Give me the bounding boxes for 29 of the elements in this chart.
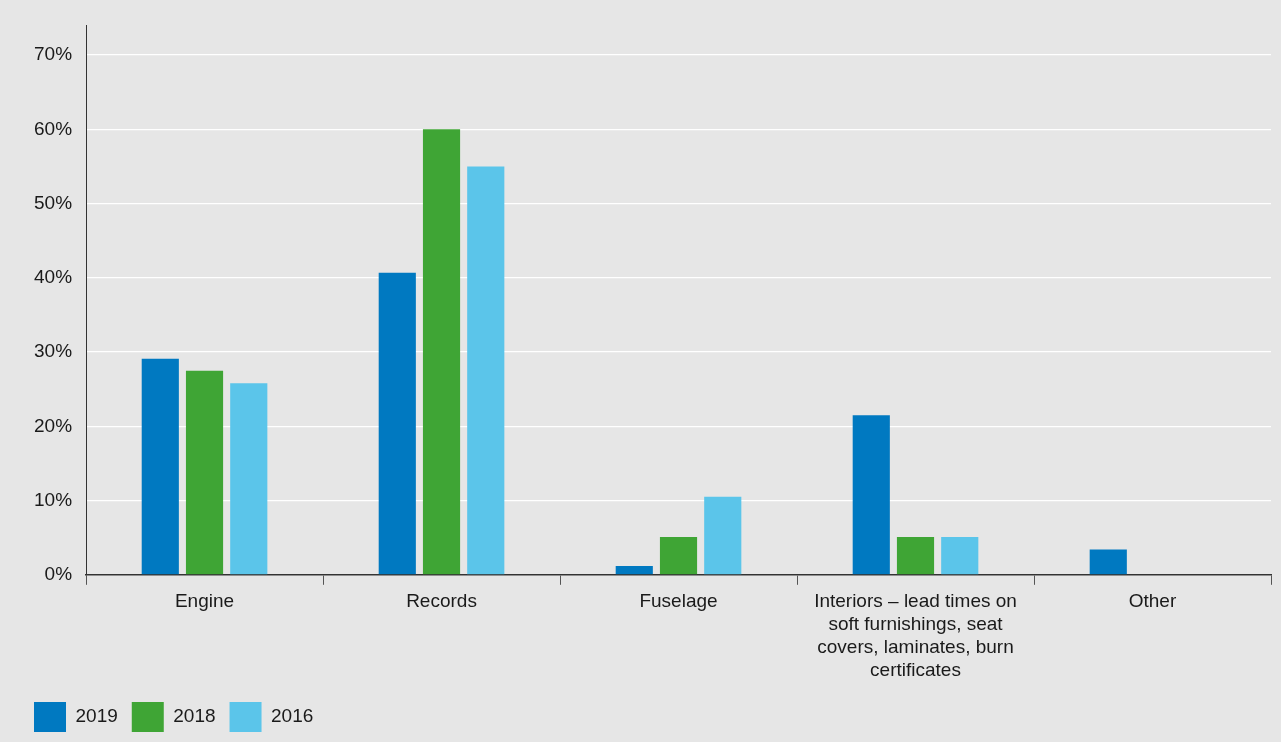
x-tick-label: Records xyxy=(406,590,477,612)
x-tick-label: Other xyxy=(1128,590,1177,612)
y-tick-label: 50% xyxy=(34,191,73,213)
bar xyxy=(378,272,416,575)
bar xyxy=(659,536,698,575)
y-tick-label: 40% xyxy=(34,266,73,288)
legend-label: 2018 xyxy=(173,705,216,727)
bar xyxy=(852,415,890,575)
y-tick-label: 30% xyxy=(34,340,73,362)
x-tick-label: Interiors – lead times on soft furnishings, seat covers, laminates, burn certificates xyxy=(814,590,1017,680)
bar xyxy=(141,358,179,575)
legend-label: 2016 xyxy=(271,705,314,727)
x-tick-label: Fuselage xyxy=(639,590,718,612)
bar xyxy=(704,496,742,575)
y-tick-label: 10% xyxy=(34,488,73,510)
bar xyxy=(422,129,461,575)
x-tick-label: Engine xyxy=(174,590,235,612)
bar xyxy=(941,536,979,575)
bar xyxy=(230,383,268,575)
y-tick-label: 20% xyxy=(34,414,73,436)
y-tick-label: 0% xyxy=(44,563,73,585)
bar xyxy=(615,565,653,575)
bar xyxy=(467,166,505,575)
bar xyxy=(185,370,224,575)
bar xyxy=(1089,549,1127,575)
bar xyxy=(896,536,935,575)
y-tick-label: 70% xyxy=(34,43,73,65)
legend-label: 2019 xyxy=(75,705,118,727)
y-tick-label: 60% xyxy=(34,117,73,139)
